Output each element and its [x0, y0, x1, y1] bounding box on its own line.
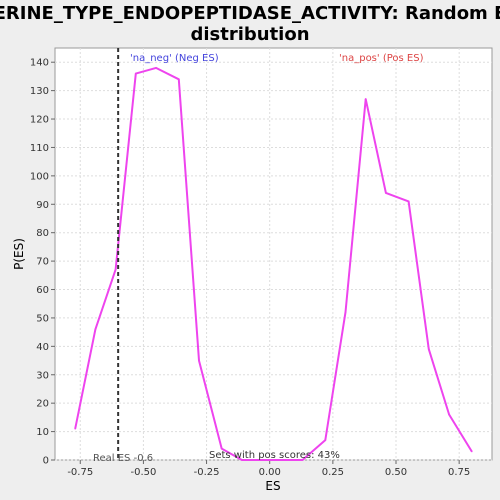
x-tick-label-6: 0.75 — [448, 467, 470, 478]
data-point-4 — [155, 67, 157, 69]
y-axis-label: P(ES) — [12, 238, 26, 270]
x-axis-label: ES — [265, 479, 280, 493]
series-layer — [74, 66, 473, 461]
y-tick-label-7: 70 — [36, 257, 49, 268]
y-tick-label-1: 10 — [36, 427, 49, 438]
pos-es-label: 'na_pos' (Pos ES) — [339, 53, 424, 64]
data-point-8 — [241, 459, 243, 461]
x-tick-label-1: -0.50 — [130, 467, 156, 478]
data-point-10 — [281, 459, 284, 461]
series-line-0 — [74, 66, 473, 461]
data-point-16 — [407, 200, 410, 203]
real-es-label: Real ES -0.6 — [93, 453, 153, 464]
neg-es-label: 'na_neg' (Neg ES) — [130, 53, 219, 64]
x-tick-label-4: 0.25 — [322, 467, 344, 478]
y-tick-label-5: 50 — [36, 313, 49, 324]
x-tick-label-0: -0.75 — [67, 467, 93, 478]
data-point-14 — [364, 98, 367, 100]
y-tick-label-14: 140 — [30, 58, 49, 69]
y-tick-label-12: 120 — [30, 115, 49, 126]
x-tick-label-5: 0.50 — [385, 467, 407, 478]
y-tick-label-9: 90 — [36, 200, 49, 211]
y-tick-label-3: 30 — [36, 370, 49, 381]
y-tick-label-4: 40 — [36, 342, 49, 353]
data-point-9 — [261, 459, 263, 461]
x-tick-label-2: -0.25 — [194, 467, 220, 478]
pos-scores-label: Sets with pos scores: 43% — [209, 450, 340, 461]
chart-title-line2: distribution — [190, 24, 309, 45]
data-point-13 — [344, 311, 347, 314]
data-point-7 — [220, 447, 223, 450]
data-point-12 — [324, 439, 327, 441]
data-point-11 — [301, 459, 304, 461]
y-tick-label-13: 130 — [30, 86, 49, 97]
y-tick-label-6: 60 — [36, 285, 49, 296]
y-tick-label-8: 80 — [36, 228, 49, 239]
y-tick-label-10: 100 — [30, 171, 49, 182]
data-point-5 — [177, 78, 180, 81]
axes: 0 10 20 30 40 50 60 70 80 90 100 110 120 130 140 -0.75 -… — [30, 58, 470, 478]
data-point-0 — [74, 427, 77, 430]
data-point-17 — [428, 348, 430, 350]
data-point-19 — [470, 450, 473, 453]
data-point-1 — [94, 328, 97, 331]
grid — [55, 48, 492, 461]
data-point-15 — [385, 192, 387, 194]
data-point-18 — [448, 413, 450, 416]
y-tick-label-2: 20 — [36, 399, 49, 410]
chart-title-line1: SERINE_TYPE_ENDOPEPTIDASE_ACTIVITY: Rand… — [0, 3, 500, 24]
data-point-6 — [198, 359, 200, 362]
plot-area — [54, 47, 493, 461]
y-tick-label-11: 110 — [30, 143, 49, 154]
x-tick-label-3: 0.00 — [259, 467, 281, 478]
y-tick-label-0: 0 — [43, 456, 49, 467]
data-point-2 — [114, 268, 117, 271]
data-point-3 — [135, 72, 137, 75]
